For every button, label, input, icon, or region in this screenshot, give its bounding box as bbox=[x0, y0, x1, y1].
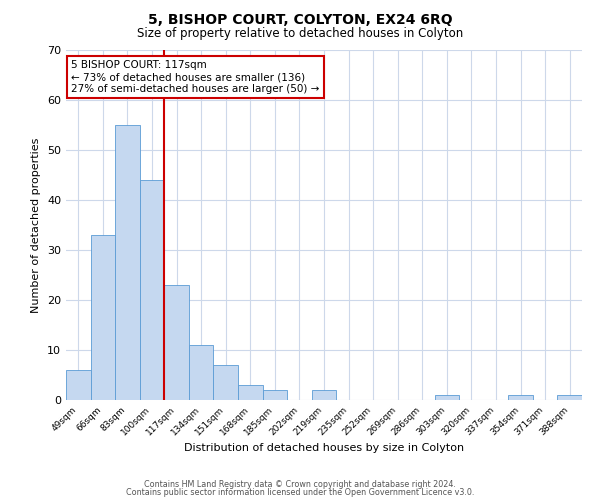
Bar bbox=[91, 235, 115, 400]
Text: 5, BISHOP COURT, COLYTON, EX24 6RQ: 5, BISHOP COURT, COLYTON, EX24 6RQ bbox=[148, 12, 452, 26]
Bar bbox=[238, 385, 263, 400]
Bar bbox=[263, 390, 287, 400]
Bar bbox=[66, 370, 91, 400]
Y-axis label: Number of detached properties: Number of detached properties bbox=[31, 138, 41, 312]
Bar bbox=[115, 125, 140, 400]
X-axis label: Distribution of detached houses by size in Colyton: Distribution of detached houses by size … bbox=[184, 442, 464, 452]
Bar bbox=[557, 395, 582, 400]
Bar bbox=[312, 390, 336, 400]
Text: Size of property relative to detached houses in Colyton: Size of property relative to detached ho… bbox=[137, 28, 463, 40]
Text: Contains public sector information licensed under the Open Government Licence v3: Contains public sector information licen… bbox=[126, 488, 474, 497]
Bar bbox=[164, 285, 189, 400]
Bar bbox=[214, 365, 238, 400]
Text: 5 BISHOP COURT: 117sqm
← 73% of detached houses are smaller (136)
27% of semi-de: 5 BISHOP COURT: 117sqm ← 73% of detached… bbox=[71, 60, 320, 94]
Bar bbox=[434, 395, 459, 400]
Text: Contains HM Land Registry data © Crown copyright and database right 2024.: Contains HM Land Registry data © Crown c… bbox=[144, 480, 456, 489]
Bar bbox=[189, 345, 214, 400]
Bar bbox=[508, 395, 533, 400]
Bar bbox=[140, 180, 164, 400]
